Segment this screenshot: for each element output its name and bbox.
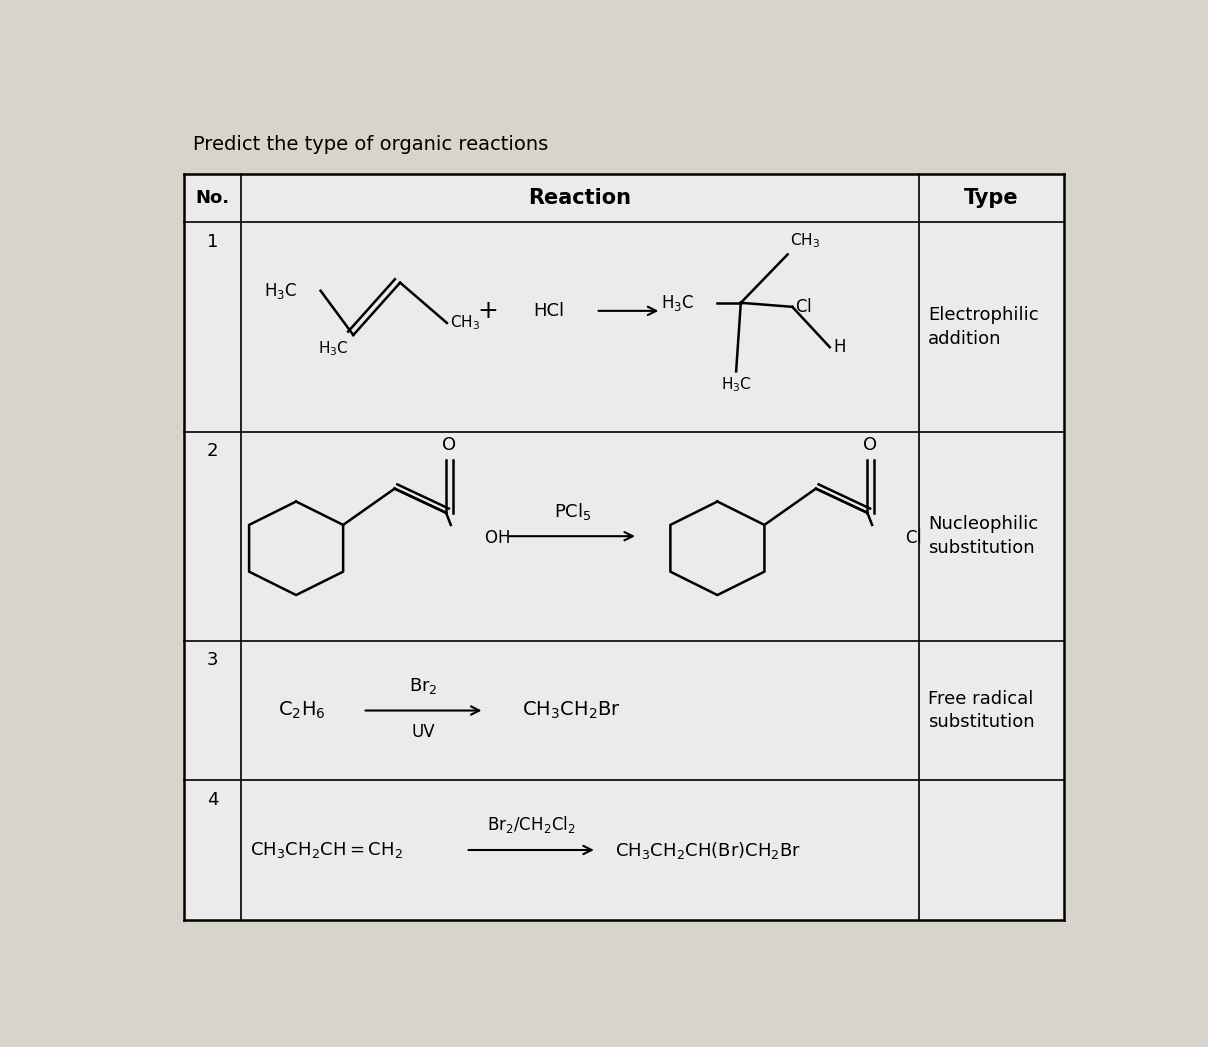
Text: $\mathrm{Br_2}$: $\mathrm{Br_2}$ <box>410 676 437 696</box>
Text: $\mathrm{H_3C}$: $\mathrm{H_3C}$ <box>661 293 695 313</box>
Text: $\mathrm{Cl}$: $\mathrm{Cl}$ <box>905 529 922 547</box>
Text: O: O <box>864 436 877 454</box>
Text: UV: UV <box>412 723 435 741</box>
Text: $\mathrm{H_3C}$: $\mathrm{H_3C}$ <box>265 281 297 300</box>
Text: $\mathrm{CH_3CH_2CH{=}CH_2}$: $\mathrm{CH_3CH_2CH{=}CH_2}$ <box>250 840 403 860</box>
Text: Free radical
substitution: Free radical substitution <box>928 690 1034 732</box>
Text: $\mathrm{PCl_5}$: $\mathrm{PCl_5}$ <box>553 500 591 521</box>
Text: 3: 3 <box>207 651 219 669</box>
Text: 1: 1 <box>207 232 219 251</box>
Text: O: O <box>442 436 455 454</box>
Text: $\mathrm{C_2H_6}$: $\mathrm{C_2H_6}$ <box>278 699 326 721</box>
Text: Type: Type <box>964 188 1018 208</box>
Text: $\mathrm{H_3C}$: $\mathrm{H_3C}$ <box>721 376 751 394</box>
Text: $\mathrm{CH_3CH_2Br}$: $\mathrm{CH_3CH_2Br}$ <box>522 699 621 721</box>
Text: $\mathrm{H}$: $\mathrm{H}$ <box>832 338 846 356</box>
Text: 2: 2 <box>207 442 219 460</box>
Text: Nucleophilic
substitution: Nucleophilic substitution <box>928 515 1038 557</box>
Text: Electrophilic
addition: Electrophilic addition <box>928 306 1039 348</box>
Text: $\mathrm{CH_3}$: $\mathrm{CH_3}$ <box>449 314 480 332</box>
Text: 4: 4 <box>207 790 219 808</box>
Text: Predict the type of organic reactions: Predict the type of organic reactions <box>193 135 548 154</box>
Text: Reaction: Reaction <box>528 188 632 208</box>
Text: No.: No. <box>196 190 230 207</box>
Text: $\mathrm{CH_3}$: $\mathrm{CH_3}$ <box>790 231 820 250</box>
Text: $\mathrm{Cl}$: $\mathrm{Cl}$ <box>795 297 812 316</box>
Text: $\mathrm{CH_3CH_2CH(Br)CH_2Br}$: $\mathrm{CH_3CH_2CH(Br)CH_2Br}$ <box>615 840 801 861</box>
Text: +: + <box>477 298 499 322</box>
Text: HCl: HCl <box>533 302 564 320</box>
Text: $\mathrm{OH}$: $\mathrm{OH}$ <box>483 529 510 547</box>
Text: $\mathrm{Br_2/CH_2Cl_2}$: $\mathrm{Br_2/CH_2Cl_2}$ <box>487 815 575 836</box>
Text: $\mathrm{H_3C}$: $\mathrm{H_3C}$ <box>318 339 349 358</box>
